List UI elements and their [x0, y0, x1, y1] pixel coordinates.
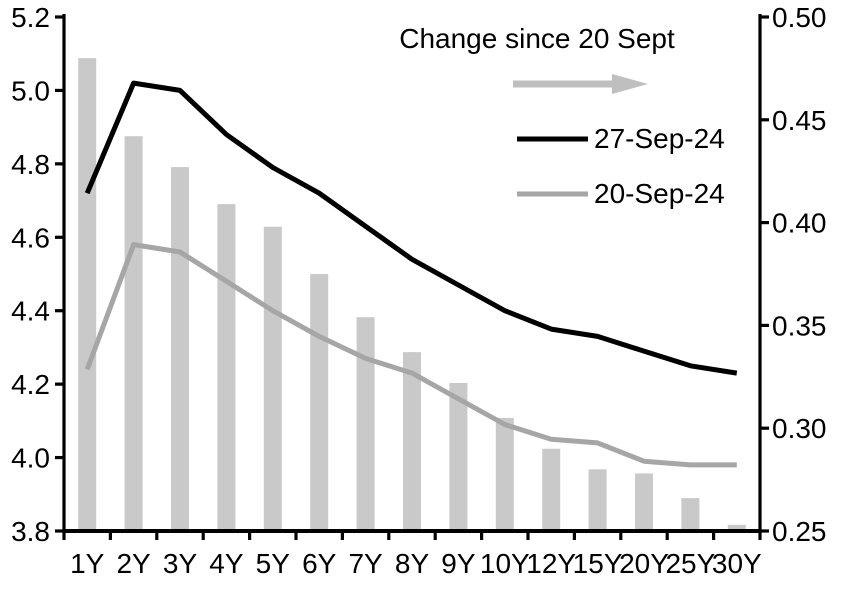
bar-change-since-20-sept [356, 317, 375, 531]
x-axis-category-label: 15Y [573, 548, 623, 579]
left-axis-tick-label: 4.6 [11, 222, 50, 253]
bar-change-since-20-sept [263, 226, 282, 531]
legend-label-20-sep-24: 20-Sep-24 [594, 178, 725, 209]
left-axis-tick-label: 5.2 [11, 2, 50, 33]
bar-change-since-20-sept [449, 383, 468, 531]
legend-label-27-sep-24: 27-Sep-24 [594, 123, 725, 154]
x-axis-category-label: 1Y [70, 548, 105, 579]
right-axis-tick-label: 0.25 [772, 516, 827, 547]
x-axis-category-label: 4Y [209, 548, 244, 579]
x-axis-category-label: 2Y [116, 548, 151, 579]
x-axis-category-label: 25Y [665, 548, 715, 579]
right-arrow-head-icon [612, 74, 648, 94]
legend-arrow-label: Change since 20 Sept [399, 23, 675, 54]
right-axis-tick-label: 0.45 [772, 105, 827, 136]
bar-change-since-20-sept [310, 274, 329, 531]
bar-change-since-20-sept [217, 204, 236, 531]
x-axis-category-label: 6Y [302, 548, 337, 579]
x-axis-category-label: 7Y [348, 548, 383, 579]
left-axis-tick-label: 3.8 [11, 516, 50, 547]
x-axis-category-label: 20Y [619, 548, 669, 579]
left-axis-tick-label: 4.0 [11, 443, 50, 474]
line-series-20-sep-24 [84, 242, 737, 468]
bar-change-since-20-sept [727, 524, 746, 531]
left-axis-tick-label: 4.8 [11, 149, 50, 180]
right-axis-tick-label: 0.40 [772, 208, 827, 239]
bar-change-since-20-sept [635, 473, 653, 531]
left-axis-tick-label: 4.4 [11, 296, 50, 327]
bar-change-since-20-sept [542, 448, 561, 531]
left-axis-tick-label: 5.0 [11, 75, 50, 106]
bar-change-since-20-sept [78, 58, 97, 531]
right-axis-tick-label: 0.30 [772, 413, 827, 444]
x-axis-category-label: 8Y [395, 548, 430, 579]
right-axis-tick-label: 0.35 [772, 310, 827, 341]
x-axis-category-label: 12Y [526, 548, 576, 579]
bar-change-since-20-sept [495, 417, 514, 531]
line-series-27-sep-24 [84, 80, 738, 376]
bar-change-since-20-sept [124, 136, 143, 531]
bar-change-since-20-sept [681, 498, 700, 531]
x-axis-category-label: 30Y [712, 548, 762, 579]
x-axis-category-label: 9Y [441, 548, 476, 579]
bar-change-since-20-sept [403, 352, 421, 531]
right-axis-tick-label: 0.50 [772, 2, 827, 33]
x-axis-category-label: 10Y [480, 548, 530, 579]
left-axis-tick-label: 4.2 [11, 369, 50, 400]
bar-change-since-20-sept [171, 167, 189, 531]
bar-change-since-20-sept [588, 469, 607, 531]
x-axis-category-label: 3Y [163, 548, 198, 579]
x-axis-category-label: 5Y [256, 548, 291, 579]
